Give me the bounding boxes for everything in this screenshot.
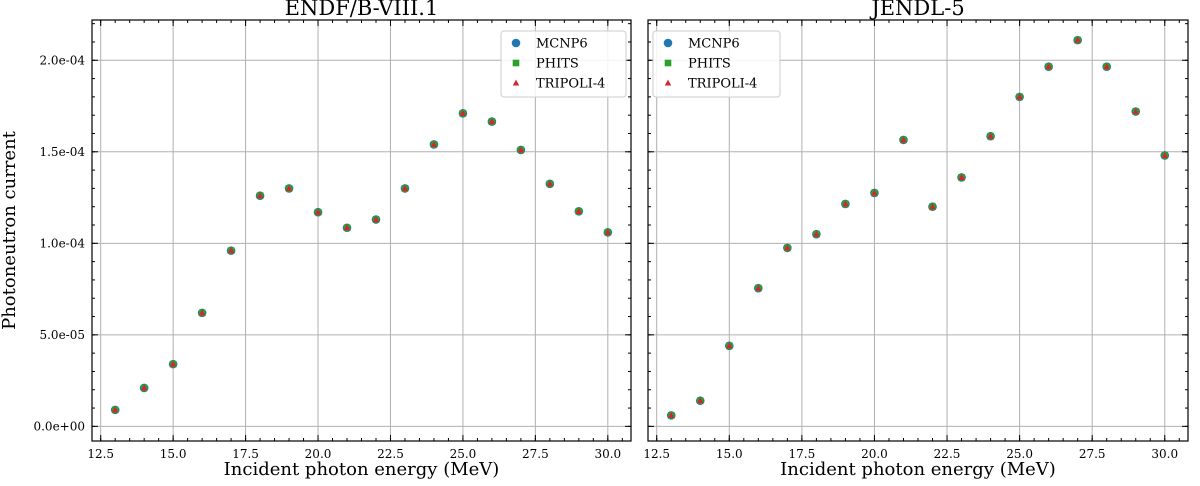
data-point-tripoli-4	[169, 360, 177, 367]
y-tick-label: 5.0e-05	[39, 328, 85, 342]
y-tick-label: 1.5e-04	[39, 145, 85, 159]
data-point-tripoli-4	[1016, 93, 1023, 100]
y-tick-label: 2.0e-04	[39, 53, 85, 67]
panel-2: 12.5 15.0 17.5 20.0 22.5 25.0 27.5 30.0 JENDL-5 I…	[643, 0, 1189, 480]
x-tick-label: 15.0	[160, 447, 187, 461]
x-axis-label: Incident photon energy (MeV)	[780, 459, 1056, 480]
legend-box	[500, 30, 627, 98]
x-tick-label: 27.5	[522, 447, 549, 461]
x-tick-label: 15.0	[716, 447, 743, 461]
legend-label: TRIPOLI-4	[536, 77, 605, 92]
legend-label: MCNP6	[688, 37, 740, 52]
data-point-tripoli-4	[111, 406, 119, 413]
data-point-tripoli-4	[871, 189, 878, 196]
legend-marker-phits	[664, 59, 672, 67]
data-point-tripoli-4	[575, 207, 583, 214]
data-point-tripoli-4	[842, 200, 849, 207]
data-point-tripoli-4	[1074, 36, 1081, 43]
legend-label: PHITS	[536, 57, 579, 72]
x-tick-label: 20.0	[861, 447, 888, 461]
legend: MCNP6 PHITS TRIPOLI-4	[652, 30, 781, 98]
legend-marker-mcnp6	[663, 38, 673, 48]
x-tick-label: 12.5	[643, 447, 670, 461]
x-axis-label: Incident photon energy (MeV)	[224, 459, 500, 480]
y-tick-label: 0.0e+00	[33, 419, 85, 433]
x-tick-label: 12.5	[87, 447, 114, 461]
data-point-tripoli-4	[958, 174, 965, 180]
data-point-tripoli-4	[488, 118, 496, 125]
data-point-tripoli-4	[256, 192, 264, 199]
data-point-tripoli-4	[459, 109, 467, 116]
data-point-tripoli-4	[987, 132, 994, 139]
legend-marker-mcnp6	[511, 38, 521, 48]
legend-label: TRIPOLI-4	[688, 77, 757, 92]
data-point-tripoli-4	[227, 247, 235, 254]
data-point-tripoli-4	[1103, 63, 1110, 70]
legend-marker-phits	[512, 59, 520, 67]
x-tick-label: 17.5	[789, 447, 816, 461]
data-point-tripoli-4	[726, 342, 733, 349]
legend-label: MCNP6	[536, 37, 588, 52]
x-tick-label: 25.0	[450, 447, 477, 461]
chart-title: ENDF/B-VIII.1	[285, 0, 439, 20]
data-point-tripoli-4	[813, 230, 820, 237]
data-point-tripoli-4	[1161, 152, 1169, 159]
legend: MCNP6 PHITS TRIPOLI-4	[500, 30, 627, 98]
data-point-tripoli-4	[546, 180, 554, 187]
x-tick-label: 20.0	[305, 447, 332, 461]
legend-marker-tripoli-4	[512, 79, 520, 86]
legend-box	[652, 30, 781, 98]
data-point-tripoli-4	[900, 136, 907, 143]
legend-label: PHITS	[688, 57, 731, 72]
data-point-tripoli-4	[401, 185, 409, 191]
data-point-tripoli-4	[430, 141, 438, 148]
data-point-tripoli-4	[667, 411, 675, 418]
x-tick-label: 22.5	[934, 447, 961, 461]
x-tick-label: 17.5	[232, 447, 259, 461]
data-point-tripoli-4	[697, 397, 704, 404]
data-point-tripoli-4	[929, 203, 936, 210]
data-point-tripoli-4	[604, 228, 612, 235]
x-tick-label: 27.5	[1079, 447, 1106, 461]
legend-marker-tripoli-4	[664, 79, 672, 86]
chart-title: JENDL-5	[869, 0, 964, 20]
data-point-tripoli-4	[517, 146, 525, 153]
x-tick-label: 30.0	[594, 447, 621, 461]
data-point-tripoli-4	[784, 244, 791, 251]
data-point-tripoli-4	[285, 185, 293, 191]
data-point-tripoli-4	[343, 224, 351, 231]
panel-1: 12.5 15.0 17.5 20.0 22.5 25.0 27.5 30.0 0.0e+00 5…	[0, 0, 632, 480]
data-point-tripoli-4	[1132, 108, 1139, 115]
x-tick-label: 25.0	[1006, 447, 1033, 461]
x-tick-label: 30.0	[1151, 447, 1178, 461]
data-point-tripoli-4	[1045, 63, 1052, 70]
data-point-tripoli-4	[314, 208, 322, 215]
data-point-tripoli-4	[140, 384, 148, 391]
x-tick-label: 22.5	[377, 447, 404, 461]
y-axis-label: Photoneutron current	[0, 130, 20, 330]
y-tick-label: 1.0e-04	[39, 236, 85, 250]
data-point-tripoli-4	[198, 309, 206, 316]
data-point-tripoli-4	[755, 284, 762, 291]
data-point-tripoli-4	[372, 216, 380, 223]
